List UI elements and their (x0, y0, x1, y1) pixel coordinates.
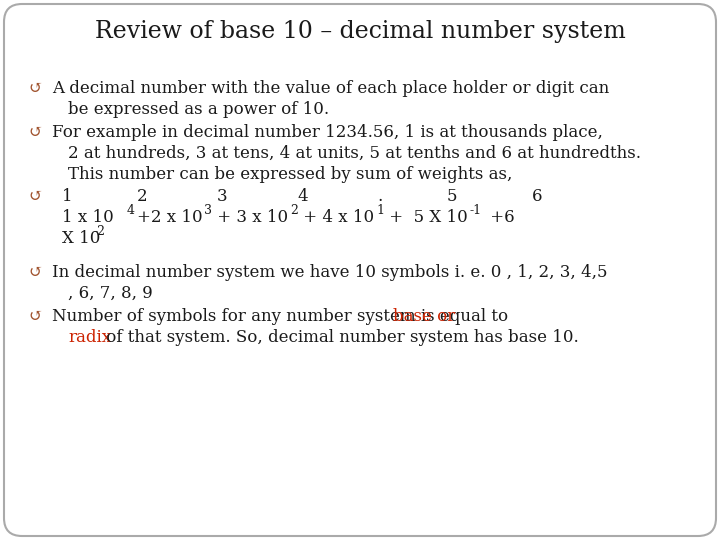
Text: For example in decimal number 1234.56, 1 is at thousands place,: For example in decimal number 1234.56, 1… (52, 124, 603, 141)
Text: ↺: ↺ (28, 188, 42, 205)
Text: 2: 2 (137, 188, 148, 205)
Text: ↺: ↺ (28, 124, 42, 141)
Text: radix: radix (68, 329, 111, 346)
Text: +  5 X 10: + 5 X 10 (384, 209, 468, 226)
Text: Review of base 10 – decimal number system: Review of base 10 – decimal number syste… (94, 20, 626, 43)
Text: 6: 6 (532, 188, 542, 205)
Text: 5: 5 (447, 188, 457, 205)
FancyBboxPatch shape (4, 4, 716, 536)
Text: , 6, 7, 8, 9: , 6, 7, 8, 9 (68, 285, 153, 302)
Text: 2: 2 (290, 204, 298, 217)
Text: 1: 1 (376, 204, 384, 217)
Text: 3: 3 (217, 188, 228, 205)
Text: Number of symbols for any number system is equal to: Number of symbols for any number system … (52, 308, 513, 325)
Text: -2: -2 (93, 225, 105, 238)
Text: + 3 x 10: + 3 x 10 (212, 209, 288, 226)
Text: + 4 x 10: + 4 x 10 (298, 209, 374, 226)
Text: +6: +6 (485, 209, 515, 226)
Text: .: . (377, 188, 382, 205)
Text: ↺: ↺ (28, 308, 42, 325)
Text: 4: 4 (297, 188, 307, 205)
Text: 1: 1 (62, 188, 73, 205)
Text: 1 x 10: 1 x 10 (62, 209, 114, 226)
Text: This number can be expressed by sum of weights as,: This number can be expressed by sum of w… (68, 166, 513, 183)
Text: +2 x 10: +2 x 10 (137, 209, 202, 226)
Text: 4: 4 (127, 204, 135, 217)
Text: base or: base or (392, 308, 455, 325)
Text: In decimal number system we have 10 symbols i. e. 0 , 1, 2, 3, 4,5: In decimal number system we have 10 symb… (52, 264, 608, 281)
Text: ↺: ↺ (28, 264, 42, 281)
Text: -1: -1 (470, 204, 482, 217)
Text: 3: 3 (204, 204, 212, 217)
Text: X 10: X 10 (62, 230, 100, 247)
Text: of that system. So, decimal number system has base 10.: of that system. So, decimal number syste… (101, 329, 579, 346)
Text: 2 at hundreds, 3 at tens, 4 at units, 5 at tenths and 6 at hundredths.: 2 at hundreds, 3 at tens, 4 at units, 5 … (68, 145, 641, 162)
Text: ↺: ↺ (28, 80, 42, 97)
Text: A decimal number with the value of each place holder or digit can: A decimal number with the value of each … (52, 80, 609, 97)
Text: be expressed as a power of 10.: be expressed as a power of 10. (68, 101, 329, 118)
